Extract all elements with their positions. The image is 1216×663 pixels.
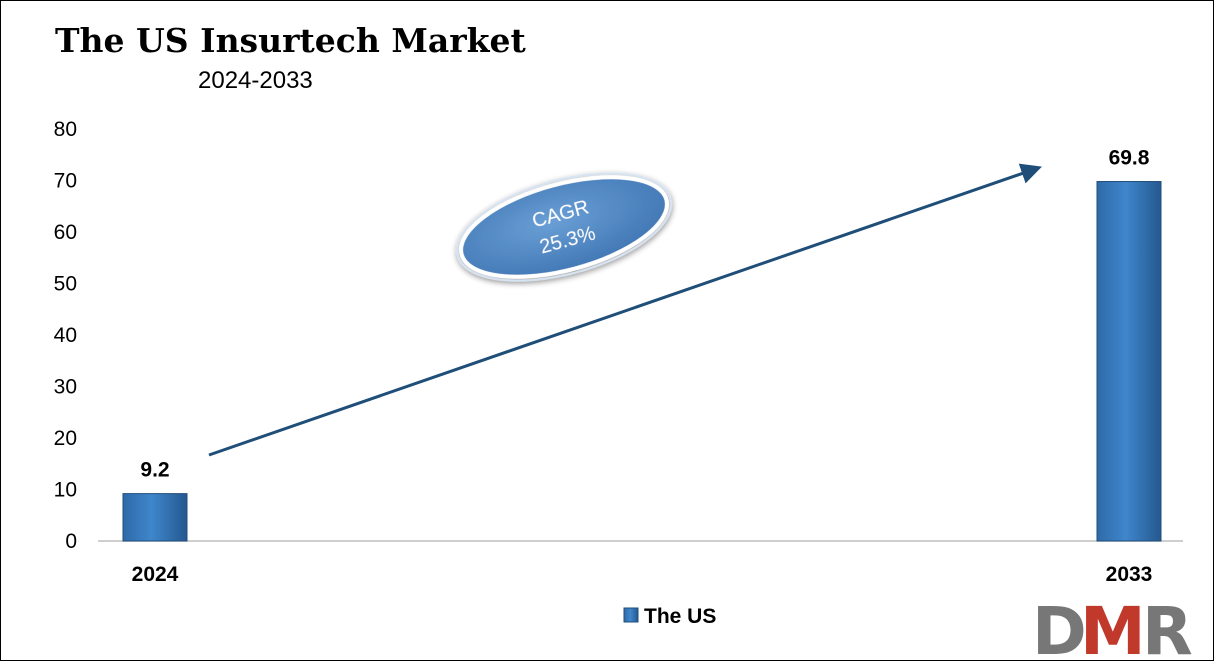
legend-label: The US <box>644 605 716 628</box>
y-tick-label: 30 <box>54 376 77 399</box>
y-axis: 0 10 20 30 40 50 60 70 80 <box>54 118 77 553</box>
bar-series <box>122 181 1162 542</box>
y-tick-label: 60 <box>54 221 77 244</box>
y-tick-label: 0 <box>65 530 77 553</box>
y-tick-label: 40 <box>54 324 77 347</box>
legend-swatch <box>623 607 639 623</box>
logo-letter-d: D <box>1032 593 1087 662</box>
cagr-badge: CAGR 25.3% <box>456 172 672 282</box>
y-tick-label: 80 <box>54 118 77 141</box>
chart-title: The US Insurtech Market <box>55 21 526 60</box>
x-axis: 2024 2033 <box>132 563 1153 586</box>
bar-2024 <box>122 493 188 542</box>
dmr-logo: D M R <box>1032 593 1193 662</box>
x-tick-label-2024: 2024 <box>132 563 179 586</box>
logo-letter-m: M <box>1080 593 1146 662</box>
y-tick-label: 10 <box>54 479 77 502</box>
y-tick-label: 70 <box>54 170 77 193</box>
data-label-2024: 9.2 <box>140 459 169 482</box>
trend-arrow <box>208 163 1042 457</box>
logo-letter-r: R <box>1142 593 1193 662</box>
data-labels: 9.2 69.8 <box>140 147 1149 482</box>
y-tick-label: 50 <box>54 273 77 296</box>
legend: The US <box>623 605 716 628</box>
bar-2033 <box>1096 181 1162 542</box>
x-tick-label-2033: 2033 <box>1106 563 1153 586</box>
y-tick-label: 20 <box>54 427 77 450</box>
chart-subtitle: 2024-2033 <box>198 67 313 94</box>
data-label-2033: 69.8 <box>1109 147 1150 170</box>
